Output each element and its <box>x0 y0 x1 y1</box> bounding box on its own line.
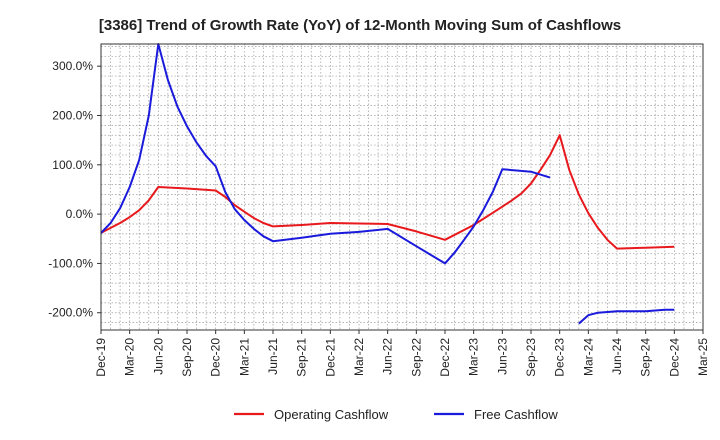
legend: Operating Cashflow Free Cashflow <box>234 407 558 422</box>
y-tick-label: 200.0% <box>52 109 93 123</box>
series-line-free-cashflow <box>578 308 675 325</box>
x-tick-label: Dec-23 <box>553 338 567 377</box>
grid <box>100 44 704 330</box>
x-tick-label: Sep-23 <box>524 338 538 377</box>
plot-frame <box>100 43 704 331</box>
plot-lines <box>100 43 675 325</box>
x-tick-label: Mar-22 <box>352 338 366 376</box>
x-tick-label: Jun-22 <box>381 338 395 375</box>
x-tick-label: Sep-21 <box>295 338 309 377</box>
x-tick-label: Sep-20 <box>180 338 194 377</box>
x-tick-label: Mar-24 <box>581 338 595 376</box>
x-tick-label: Dec-24 <box>667 338 681 377</box>
x-tick-label: Mar-25 <box>696 338 710 376</box>
x-tick-label: Dec-22 <box>438 338 452 377</box>
y-tick-label: -100.0% <box>48 256 93 270</box>
x-tick-label: Jun-21 <box>266 338 280 375</box>
x-axis: Dec-19 Mar-20 Jun-20 Sep-20 Dec-20 Mar-21 Jun-… <box>94 330 710 377</box>
legend-label-operating-cashflow: Operating Cashflow <box>274 407 389 422</box>
x-tick-label: Mar-20 <box>123 338 137 376</box>
x-tick-label: Dec-20 <box>209 338 223 377</box>
x-tick-label: Dec-19 <box>94 338 108 377</box>
y-tick-label: 100.0% <box>52 158 93 172</box>
series-line-free-cashflow <box>100 43 551 265</box>
x-tick-label: Jun-20 <box>151 338 165 375</box>
y-axis: 300.0% 200.0% 100.0% 0.0% -100.0% -200.0% <box>48 59 101 320</box>
y-tick-label: 300.0% <box>52 59 93 73</box>
x-tick-label: Sep-24 <box>639 338 653 377</box>
y-tick-label: 0.0% <box>66 207 94 221</box>
x-tick-label: Jun-24 <box>610 338 624 375</box>
x-tick-label: Sep-22 <box>409 338 423 377</box>
x-tick-label: Mar-23 <box>467 338 481 376</box>
legend-label-free-cashflow: Free Cashflow <box>474 407 558 422</box>
series-line-operating-cashflow <box>100 134 675 250</box>
x-tick-label: Mar-21 <box>237 338 251 376</box>
x-tick-label: Dec-21 <box>323 338 337 377</box>
x-tick-label: Jun-23 <box>495 338 509 375</box>
y-tick-label: -200.0% <box>48 306 93 320</box>
chart-title: [3386] Trend of Growth Rate (YoY) of 12-… <box>99 17 621 34</box>
